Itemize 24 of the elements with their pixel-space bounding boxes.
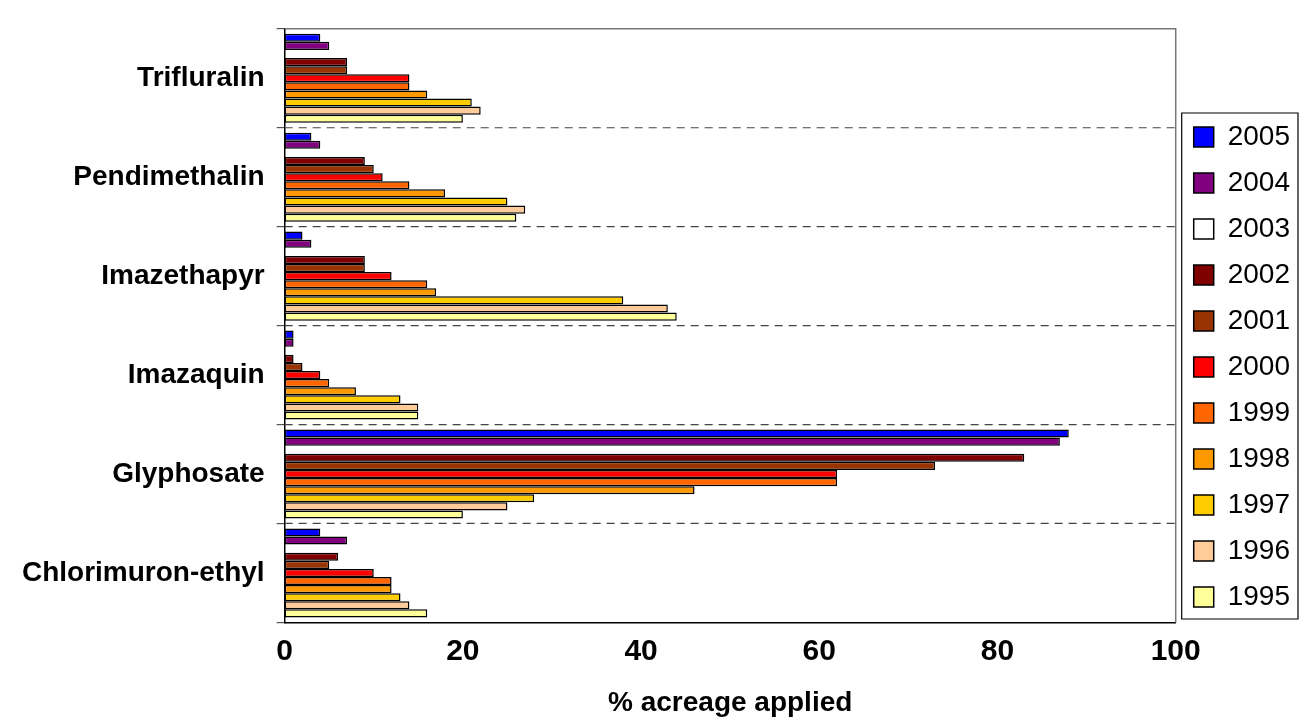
y-tick-label: Chlorimuron-ethyl bbox=[21, 555, 265, 587]
legend-label: 2004 bbox=[1227, 165, 1291, 197]
legend-label: 1998 bbox=[1227, 441, 1291, 473]
y-tick-label: Imazaquin bbox=[127, 357, 265, 389]
legend-label: 1996 bbox=[1227, 533, 1291, 565]
x-axis-title: % acreage applied bbox=[608, 685, 853, 717]
legend-label: 2003 bbox=[1227, 211, 1291, 243]
x-tick-label: 100 bbox=[1150, 632, 1201, 666]
y-tick-label: Glyphosate bbox=[112, 456, 265, 488]
x-tick-label: 0 bbox=[276, 632, 294, 666]
y-tick-label: Trifluralin bbox=[137, 60, 265, 92]
y-tick-label: Pendimethalin bbox=[73, 159, 265, 191]
legend-label: 1999 bbox=[1227, 395, 1291, 427]
legend-label: 1995 bbox=[1227, 579, 1291, 611]
legend-label: 2001 bbox=[1227, 303, 1291, 335]
y-tick-label: Imazethapyr bbox=[101, 258, 265, 290]
x-tick-label: 20 bbox=[446, 632, 480, 666]
x-tick-label: 40 bbox=[624, 632, 658, 666]
legend-label: 2002 bbox=[1227, 257, 1291, 289]
legend-label: 1997 bbox=[1227, 487, 1291, 519]
x-tick-label: 80 bbox=[980, 632, 1015, 666]
x-tick-label: 60 bbox=[802, 632, 836, 666]
legend-label: 2005 bbox=[1227, 119, 1291, 151]
legend-label: 2000 bbox=[1227, 349, 1291, 381]
